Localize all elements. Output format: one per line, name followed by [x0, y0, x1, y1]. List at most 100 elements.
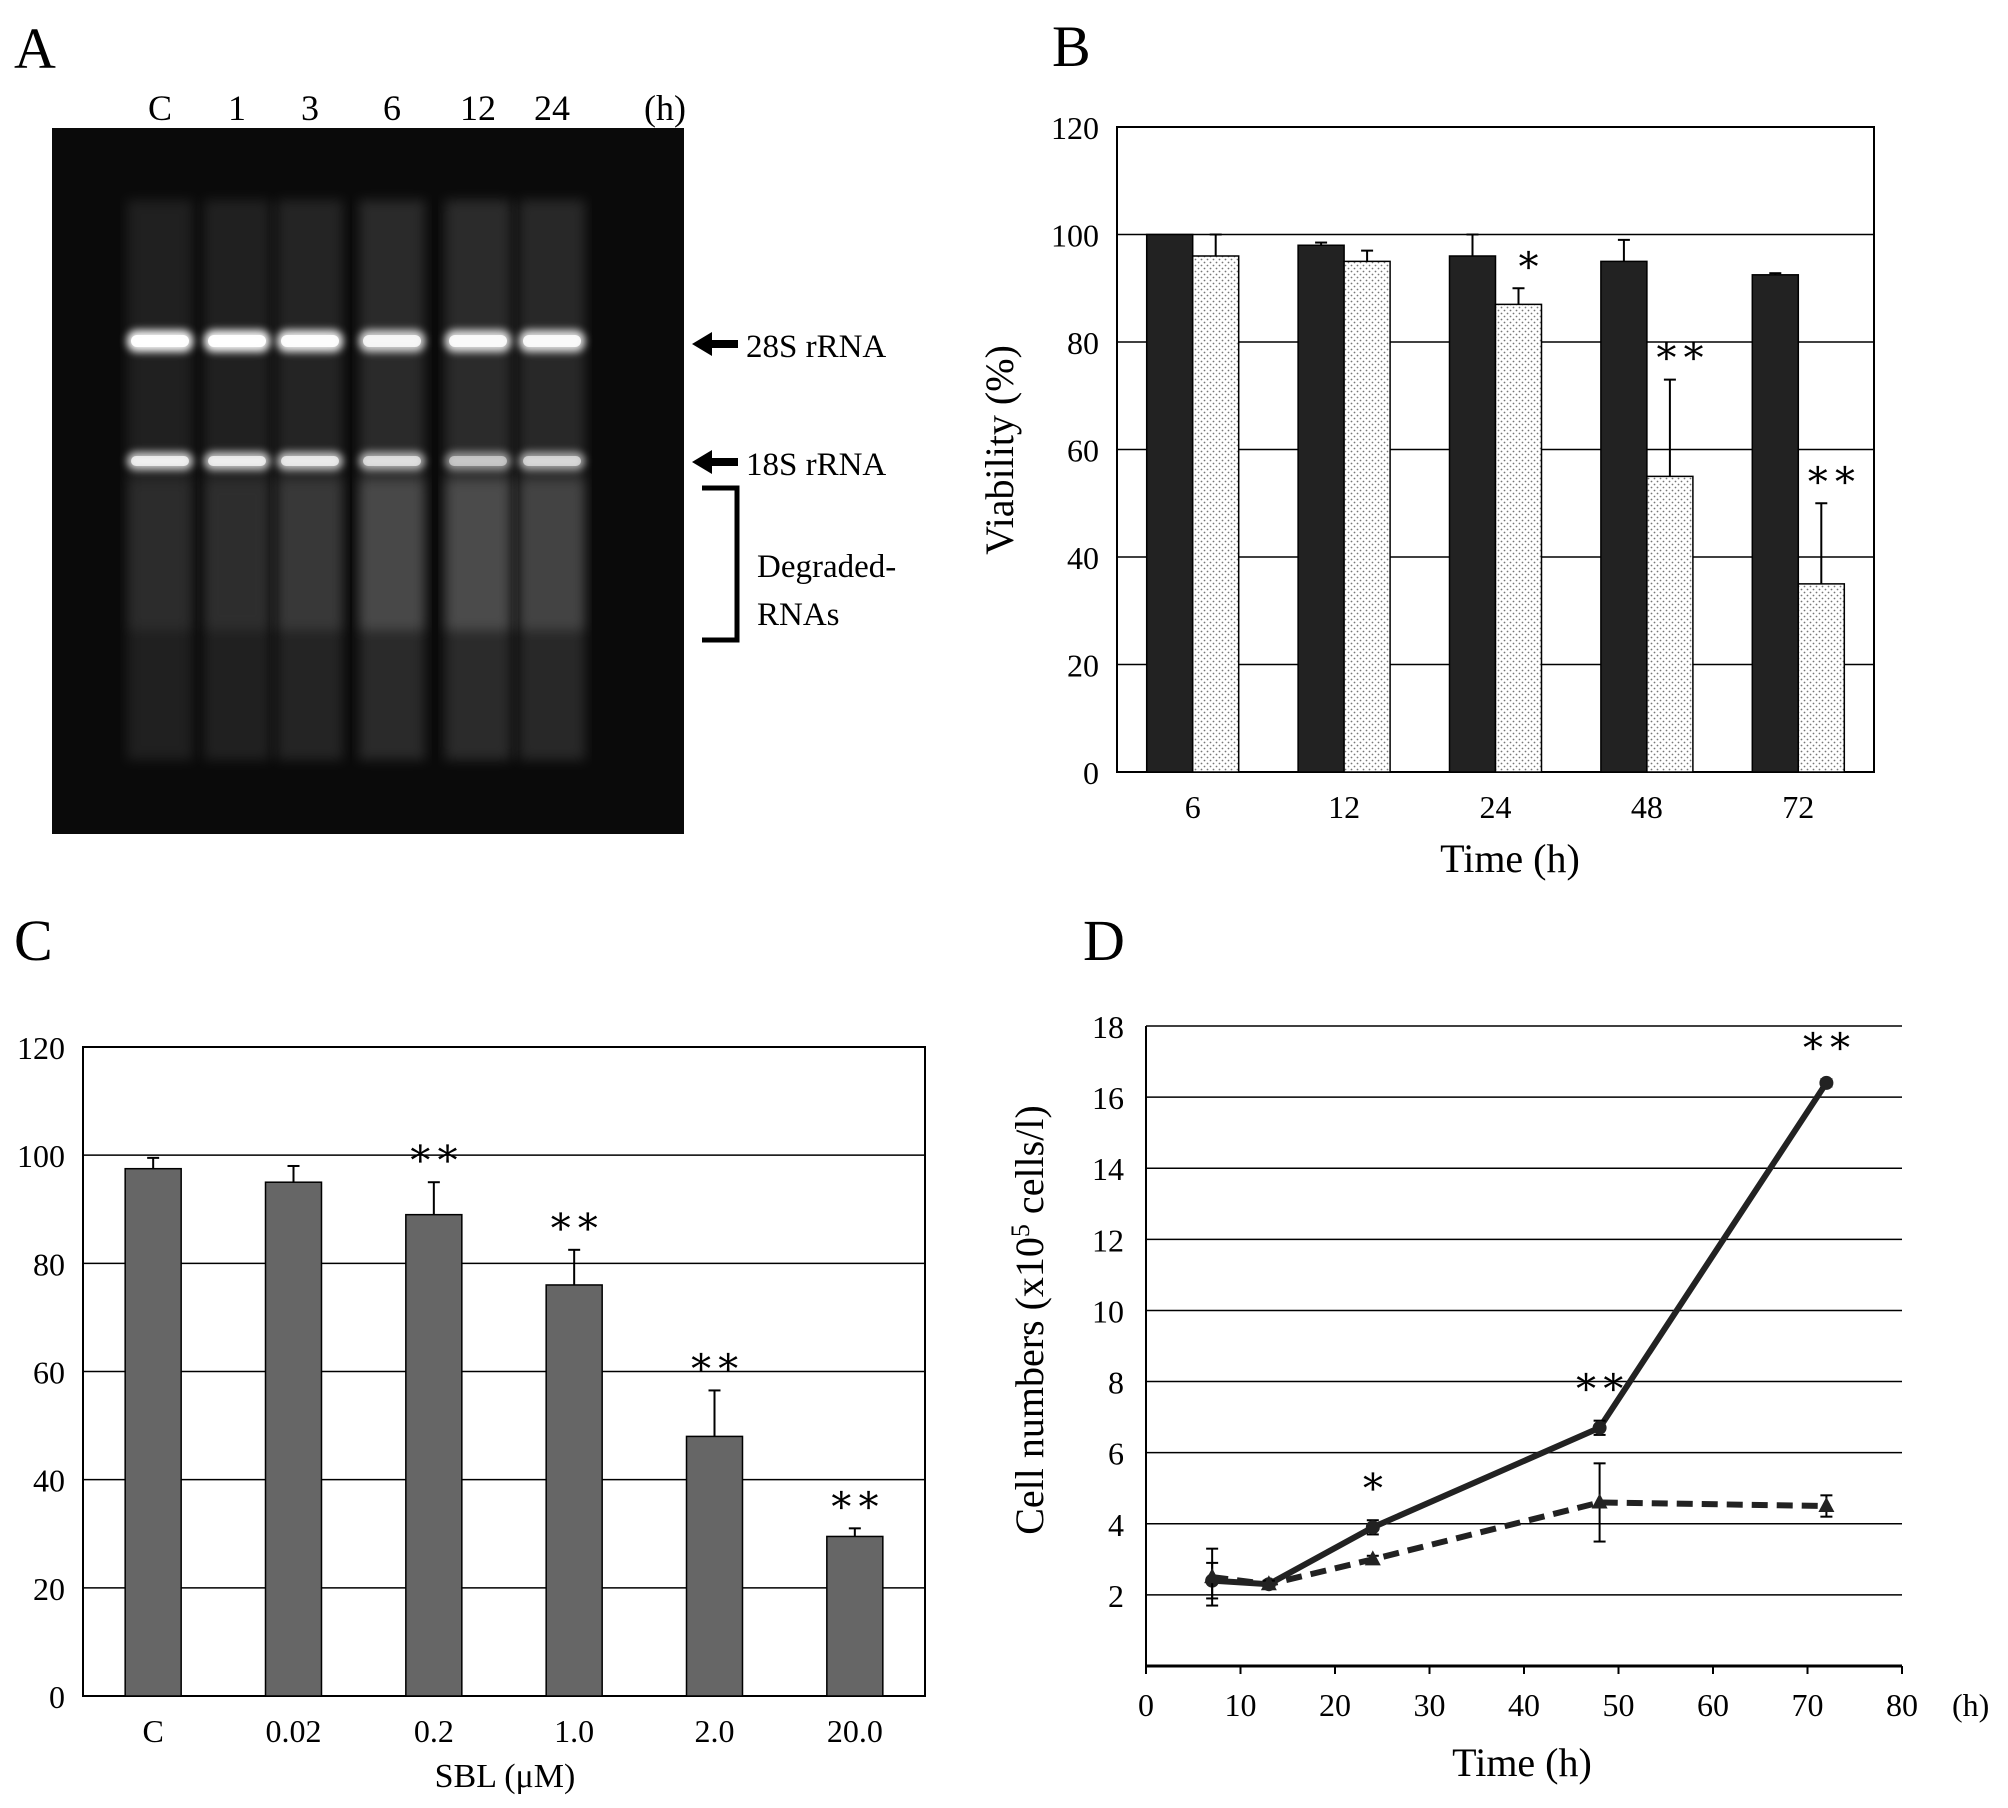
x-tick-label: 40 — [1508, 1687, 1540, 1723]
gel-degraded-smear — [359, 480, 425, 630]
x-tick-label: 20.0 — [827, 1713, 883, 1749]
y-tick-label: 100 — [17, 1138, 65, 1174]
bar — [1191, 255, 1240, 773]
chart-b: 0 20 40 60 80 100 120 6 12 24 ∗ 48 ∗∗ 72 ∗∗ Time (h) Via… — [977, 110, 1875, 881]
y-tick-label: 120 — [17, 1030, 65, 1066]
y-tick-label: 18 — [1092, 1009, 1124, 1045]
x-tick-label: 72 — [1782, 789, 1814, 825]
gel-time-unit: (h) — [644, 88, 686, 128]
x-tick-label: 24 — [1480, 789, 1512, 825]
gel-lanes — [127, 200, 585, 760]
series-line-solid — [1211, 1081, 1829, 1588]
degraded-bracket — [702, 485, 740, 643]
bar — [545, 1284, 603, 1697]
significance-mark: ∗∗ — [1799, 1017, 1853, 1062]
x-tick-label: 10 — [1225, 1687, 1257, 1723]
chart-c: 0 20 40 60 80 100 120 C 0.02 0.2 ∗∗ 1.0 ∗∗ 2.0 ∗∗ 20.0 ∗… — [17, 1030, 926, 1795]
y-axis-label-suffix: cells/l) — [1007, 1105, 1052, 1224]
significance-mark: ∗∗ — [1804, 451, 1858, 496]
x-axis-label: SBL (μM) — [435, 1758, 576, 1795]
bar — [1600, 260, 1648, 773]
gel-band-28s-core — [523, 335, 581, 347]
y-tick-label: 80 — [33, 1246, 65, 1282]
gel-degraded-smear — [204, 480, 270, 630]
data-point — [1818, 1497, 1835, 1512]
bar — [1646, 475, 1694, 773]
data-point — [1819, 1075, 1834, 1090]
x-tick-label: 0 — [1138, 1687, 1154, 1723]
data-point — [1260, 1575, 1277, 1591]
y-tick-label: 60 — [1067, 433, 1099, 469]
x-tick-label: 12 — [1328, 789, 1360, 825]
gel-band-28s-core — [363, 335, 421, 347]
panel-c: C 0 20 40 60 80 100 120 C 0.02 0.2 ∗∗ 1.0 ∗∗ 2.0 ∗∗ 20.… — [14, 908, 926, 1795]
y-tick-label: 6 — [1108, 1436, 1124, 1472]
x-tick-label: 48 — [1631, 789, 1663, 825]
y-tick-label: 16 — [1092, 1080, 1124, 1116]
y-tick-label: 4 — [1108, 1507, 1124, 1543]
lane-label: C — [148, 88, 172, 128]
x-tick-label: 2.0 — [695, 1713, 735, 1749]
y-axis-label: Cell numbers (x105 cells/l) — [1006, 1105, 1052, 1535]
y-tick-label: 20 — [33, 1571, 65, 1607]
gel-band-28s-core — [281, 335, 339, 347]
gel-band-18s-core — [449, 456, 507, 466]
arrow-28s: 28S rRNA — [692, 329, 886, 365]
y-axis-label-sup: 5 — [1006, 1224, 1035, 1237]
lane-label: 24 — [534, 88, 570, 128]
bar — [1145, 233, 1194, 773]
lane-label: 1 — [228, 88, 246, 128]
y-tick-label: 100 — [1051, 218, 1099, 254]
y-axis-label: Viability (%) — [977, 345, 1022, 555]
lane-label: 3 — [301, 88, 319, 128]
panel-a-letter: A — [14, 16, 56, 81]
gel-band-18s-core — [208, 456, 266, 466]
x-tick-label: 50 — [1603, 1687, 1635, 1723]
gel-band-28s-core — [131, 335, 189, 347]
x-tick-label: 30 — [1414, 1687, 1446, 1723]
gel-degraded-smear — [127, 480, 193, 630]
data-point — [1364, 1550, 1381, 1566]
bar — [826, 1535, 884, 1697]
bar — [1448, 255, 1497, 773]
plot-frame — [82, 1046, 926, 1697]
lane-label: 6 — [383, 88, 401, 128]
gel-degraded-smear — [445, 480, 511, 630]
bar — [1297, 244, 1345, 773]
arrow-18s-icon — [692, 450, 738, 474]
significance-mark: ∗∗ — [407, 1130, 461, 1175]
significance-mark: ∗∗ — [1653, 328, 1707, 373]
series-line-dashed — [1211, 1499, 1827, 1588]
panel-b-letter: B — [1052, 14, 1091, 79]
y-tick-label: 10 — [1092, 1293, 1124, 1329]
x-tick-label: 60 — [1697, 1687, 1729, 1723]
y-tick-label: 20 — [1067, 648, 1099, 684]
data-point — [1591, 1493, 1608, 1509]
significance-mark: ∗ — [1359, 1458, 1386, 1503]
gel-band-18s-core — [131, 456, 189, 466]
y-tick-label: 12 — [1092, 1222, 1124, 1258]
bar — [1751, 274, 1800, 773]
panel-b: B 0 20 40 60 80 100 120 6 12 24 ∗ 48 ∗∗ 72 ∗∗ Time (h) V… — [977, 14, 1875, 881]
x-unit-label: (h) — [1952, 1687, 1989, 1723]
x-tick-label: 20 — [1319, 1687, 1351, 1723]
panel-d-letter: D — [1083, 908, 1125, 973]
panel-a: A C 1 3 6 12 24 (h) 28S rRNA 18S rRNA Degrade… — [14, 16, 896, 834]
lane-labels: C 1 3 6 12 24 — [148, 88, 570, 128]
significance-mark: ∗∗ — [828, 1476, 882, 1521]
x-tick-label: 70 — [1792, 1687, 1824, 1723]
data-point — [1204, 1568, 1221, 1584]
gel-band-28s-core — [449, 335, 507, 347]
gel-band-18s-core — [523, 456, 581, 466]
significance-mark: ∗ — [1515, 236, 1542, 281]
data-point — [1365, 1520, 1380, 1535]
label-28s-rrna: 28S rRNA — [746, 329, 886, 365]
bar — [405, 1213, 463, 1697]
y-tick-label: 2 — [1108, 1578, 1124, 1614]
y-tick-label: 8 — [1108, 1365, 1124, 1401]
gel-band-28s-core — [208, 335, 266, 347]
bar — [264, 1181, 323, 1697]
